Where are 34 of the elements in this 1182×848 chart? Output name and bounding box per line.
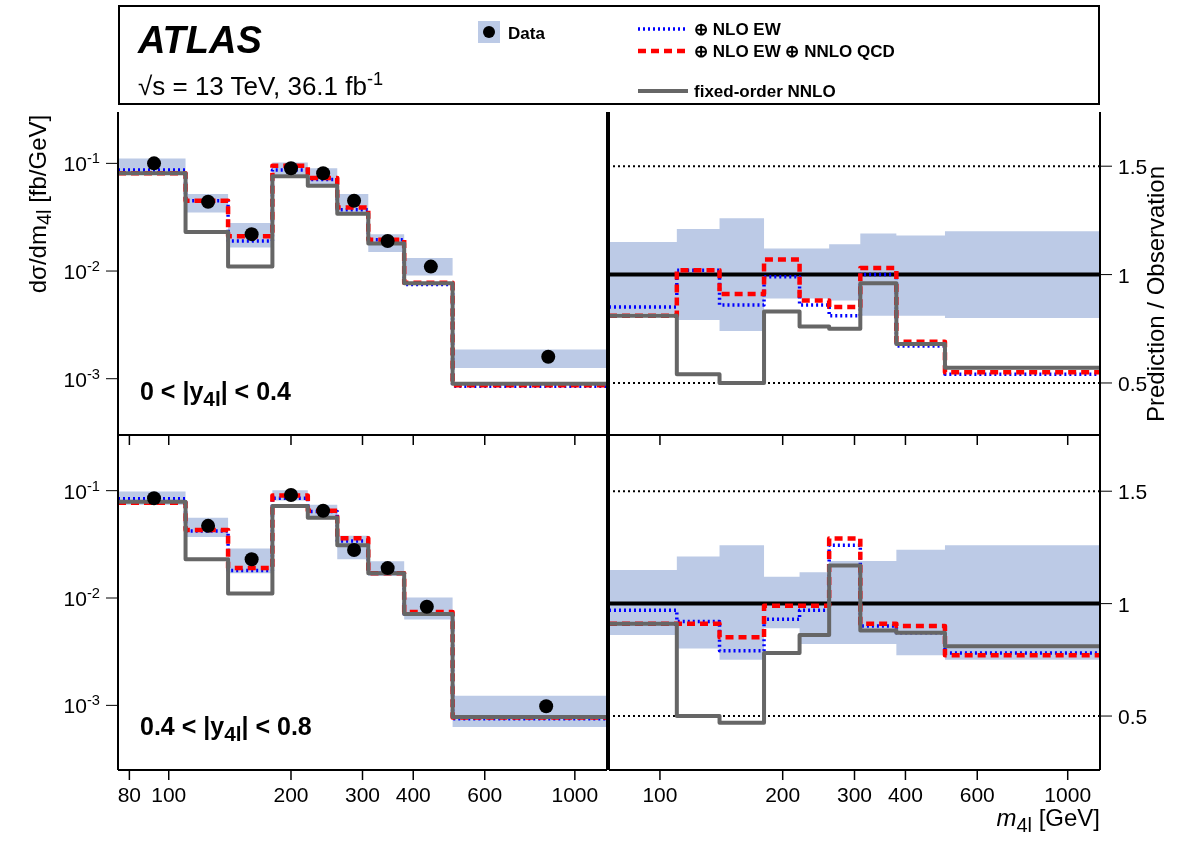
- y-tick-label: 1.5: [1118, 480, 1148, 504]
- x-tick-label: 80: [117, 783, 142, 806]
- annotation: 0.4 < |y$_{4l}$| < 0.8: [140, 712, 312, 746]
- y-tick-label: 10$^{-3}$: [63, 365, 100, 391]
- y-tick-label: 1.5: [1118, 155, 1148, 179]
- x-tick-label: 100: [642, 783, 678, 806]
- y-tick-label: 10$^{-1}$: [63, 150, 100, 176]
- legend-label: ⊕ NLO EW ⊕ NNLO QCD: [694, 42, 895, 61]
- chart-title: ATLAS: [137, 19, 262, 61]
- y-tick-label: 10$^{-2}$: [63, 258, 100, 284]
- x-tick-label: 600: [959, 783, 995, 806]
- y-tick-label: 1: [1118, 592, 1130, 616]
- y-tick-label: 10$^{-1}$: [63, 477, 100, 503]
- y-tick-label: 0.5: [1118, 705, 1148, 729]
- y-tick-label: 1: [1118, 263, 1130, 287]
- x-tick-label: 1000: [551, 783, 599, 806]
- x-tick-label: 200: [273, 783, 309, 806]
- y-tick-label: 0.5: [1118, 371, 1148, 395]
- x-tick-label: 100: [151, 783, 187, 806]
- y-tick-label: 10$^{-2}$: [63, 585, 100, 611]
- x-tick-label: 1000: [1044, 783, 1092, 806]
- y-tick-label: 10$^{-3}$: [63, 692, 100, 718]
- x-tick-label: 400: [395, 783, 431, 806]
- x-tick-label: 300: [836, 783, 873, 806]
- x-tick-label: 200: [765, 783, 801, 806]
- annotation: 0 < |y$_{4l}$| < 0.4: [140, 377, 291, 411]
- legend-label: Data: [508, 24, 546, 43]
- x-axis-title: m$_{4l}$ [GeV]: [996, 804, 1100, 837]
- x-tick-label: 600: [467, 783, 503, 806]
- legend-label: ⊕ NLO EW: [694, 20, 782, 39]
- x-tick-label: 300: [344, 783, 381, 806]
- legend-label: fixed-order NNLO: [694, 82, 836, 101]
- chart-subtitle: √s = 13 TeV, 36.1 fb$^{-1}$: [138, 69, 384, 101]
- x-tick-label: 400: [887, 783, 923, 806]
